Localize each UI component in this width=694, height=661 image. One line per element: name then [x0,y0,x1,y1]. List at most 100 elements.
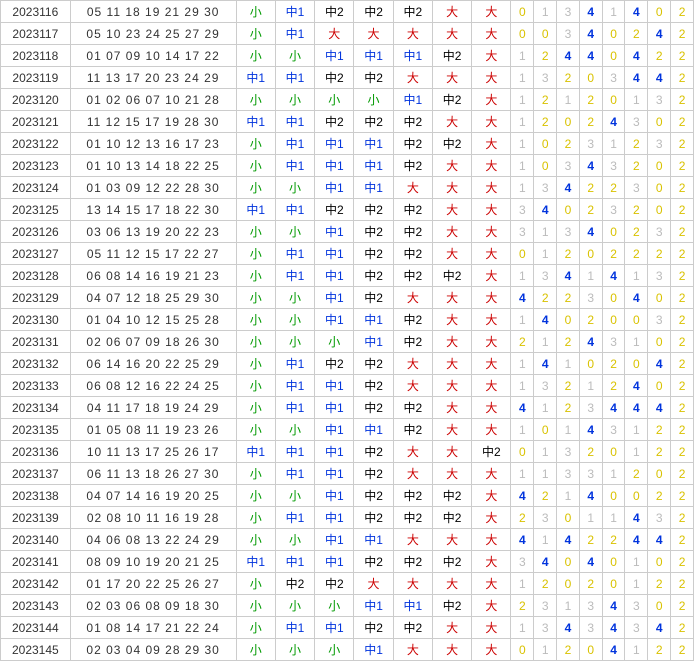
count-cell: 1 [511,265,534,287]
count-cell: 3 [579,287,602,309]
slot-cell: 中1 [275,375,314,397]
period-cell: 2023122 [1,133,71,155]
slot-cell: 小 [275,485,314,507]
count-cell: 1 [625,331,648,353]
count-cell: 2 [602,177,625,199]
slot-cell: 中1 [275,463,314,485]
slot-cell: 大 [472,23,511,45]
slot-cell: 中2 [393,331,432,353]
slot-cell: 中1 [315,177,354,199]
count-cell: 2 [671,375,694,397]
count-cell: 2 [511,595,534,617]
count-cell: 4 [625,67,648,89]
count-cell: 1 [511,375,534,397]
count-cell: 2 [534,89,557,111]
count-cell: 0 [557,199,580,221]
count-cell: 2 [671,287,694,309]
count-cell: 3 [648,89,671,111]
slot-cell: 中1 [275,133,314,155]
count-cell: 2 [511,331,534,353]
numbers-cell: 05 11 12 15 17 22 27 [70,243,236,265]
slot-cell: 大 [393,529,432,551]
period-cell: 2023127 [1,243,71,265]
slot-cell: 中1 [275,1,314,23]
slot-cell: 中2 [354,397,393,419]
period-cell: 2023141 [1,551,71,573]
count-cell: 0 [625,485,648,507]
count-cell: 4 [625,287,648,309]
count-cell: 1 [557,595,580,617]
numbers-cell: 06 08 12 16 22 24 25 [70,375,236,397]
count-cell: 3 [534,177,557,199]
count-cell: 4 [648,353,671,375]
count-cell: 2 [648,441,671,463]
slot-cell: 中1 [315,45,354,67]
count-cell: 3 [511,221,534,243]
count-cell: 0 [602,573,625,595]
slot-cell: 中1 [354,133,393,155]
count-cell: 2 [579,529,602,551]
numbers-cell: 02 06 07 09 18 26 30 [70,331,236,353]
count-cell: 1 [557,419,580,441]
table-row: 202312201 10 12 13 16 17 23小中1中1中1中2中2大1… [1,133,694,155]
count-cell: 0 [534,133,557,155]
count-cell: 4 [511,287,534,309]
numbers-cell: 06 08 14 16 19 21 23 [70,265,236,287]
numbers-cell: 01 02 06 07 10 21 28 [70,89,236,111]
count-cell: 2 [602,353,625,375]
count-cell: 1 [557,89,580,111]
slot-cell: 中1 [354,45,393,67]
slot-cell: 中1 [275,243,314,265]
table-row: 202311801 07 09 10 14 17 22小小中1中1中1中2大12… [1,45,694,67]
slot-cell: 大 [315,23,354,45]
slot-cell: 中1 [275,353,314,375]
slot-cell: 小 [236,1,275,23]
slot-cell: 中1 [275,441,314,463]
numbers-cell: 04 11 17 18 19 24 29 [70,397,236,419]
count-cell: 2 [511,507,534,529]
count-cell: 1 [625,89,648,111]
slot-cell: 中1 [393,89,432,111]
table-row: 202314502 03 04 09 28 29 30小小小中1大大大01204… [1,639,694,661]
slot-cell: 大 [432,155,471,177]
slot-cell: 小 [236,463,275,485]
count-cell: 1 [625,639,648,661]
slot-cell: 大 [472,617,511,639]
count-cell: 2 [671,45,694,67]
slot-cell: 大 [393,375,432,397]
count-cell: 3 [534,67,557,89]
count-cell: 3 [511,199,534,221]
slot-cell: 中1 [315,133,354,155]
period-cell: 2023125 [1,199,71,221]
count-cell: 1 [511,133,534,155]
slot-cell: 小 [236,23,275,45]
slot-cell: 大 [472,45,511,67]
count-cell: 4 [602,595,625,617]
period-cell: 2023137 [1,463,71,485]
period-cell: 2023130 [1,309,71,331]
slot-cell: 大 [432,463,471,485]
count-cell: 4 [534,309,557,331]
count-cell: 1 [534,221,557,243]
count-cell: 4 [579,23,602,45]
count-cell: 4 [602,265,625,287]
count-cell: 0 [579,639,602,661]
slot-cell: 中1 [275,199,314,221]
slot-cell: 中2 [354,441,393,463]
count-cell: 4 [579,331,602,353]
count-cell: 4 [557,529,580,551]
slot-cell: 大 [472,89,511,111]
count-cell: 3 [602,419,625,441]
slot-cell: 大 [472,331,511,353]
slot-cell: 大 [432,397,471,419]
count-cell: 2 [671,463,694,485]
slot-cell: 大 [472,485,511,507]
slot-cell: 中1 [315,397,354,419]
count-cell: 3 [511,551,534,573]
numbers-cell: 08 09 10 19 20 21 25 [70,551,236,573]
count-cell: 2 [671,199,694,221]
slot-cell: 小 [236,155,275,177]
slot-cell: 中2 [354,507,393,529]
slot-cell: 中2 [432,551,471,573]
slot-cell: 大 [432,67,471,89]
